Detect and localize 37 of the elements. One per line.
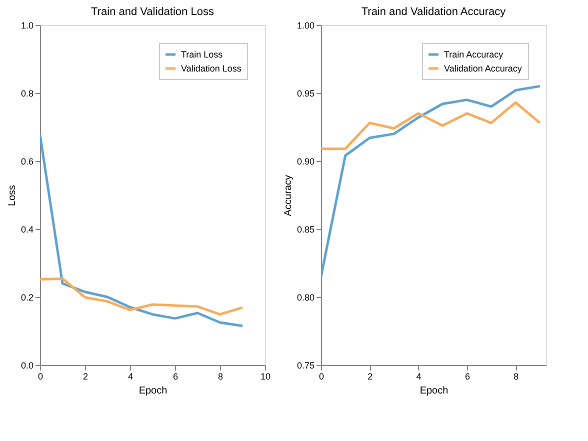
chart-title: Train and Validation Accuracy [361, 6, 506, 18]
x-tick-label: 10 [260, 372, 271, 382]
line-series [40, 277, 244, 316]
y-tick-label: 0.8 [20, 88, 34, 98]
legend-label: Train Accuracy [444, 50, 504, 60]
line-series [40, 134, 244, 328]
y-axis-title: Loss [6, 184, 18, 206]
y-tick-label: 0.85 [296, 224, 314, 234]
x-tick-label: 8 [218, 372, 224, 382]
x-tick-label: 0 [318, 372, 324, 382]
x-tick-label: 6 [172, 372, 178, 382]
y-axis-title: Accuracy [282, 174, 294, 216]
x-tick-label: 2 [82, 372, 88, 382]
x-tick-label: 8 [514, 372, 519, 382]
legend-label: Validation Loss [181, 64, 242, 74]
x-tick-label: 6 [464, 372, 470, 382]
line-series [321, 101, 542, 150]
chart-title: Train and Validation Loss [91, 6, 214, 18]
y-tick-label: 0.90 [296, 156, 314, 166]
line-series [321, 84, 542, 278]
y-tick-label: 1.00 [296, 20, 314, 30]
x-tick-label: 4 [128, 372, 134, 382]
x-tick-label: 2 [368, 372, 373, 382]
y-tick-label: 0.2 [20, 292, 34, 302]
y-tick-label: 0.80 [296, 292, 314, 302]
y-tick-label: 1.0 [20, 20, 34, 30]
y-tick-label: 0.4 [20, 224, 34, 234]
y-tick-label: 0.95 [296, 88, 314, 98]
x-axis-title: Epoch [138, 386, 168, 396]
y-tick-label: 0.75 [296, 360, 314, 370]
legend-label: Train Loss [181, 50, 224, 60]
y-tick-label: 0.0 [20, 360, 34, 370]
y-tick-label: 0.6 [20, 156, 34, 166]
x-axis-title: Epoch [420, 386, 448, 396]
legend-label: Validation Accuracy [444, 64, 522, 74]
x-tick-label: 4 [416, 372, 422, 382]
x-tick-label: 0 [38, 372, 44, 382]
